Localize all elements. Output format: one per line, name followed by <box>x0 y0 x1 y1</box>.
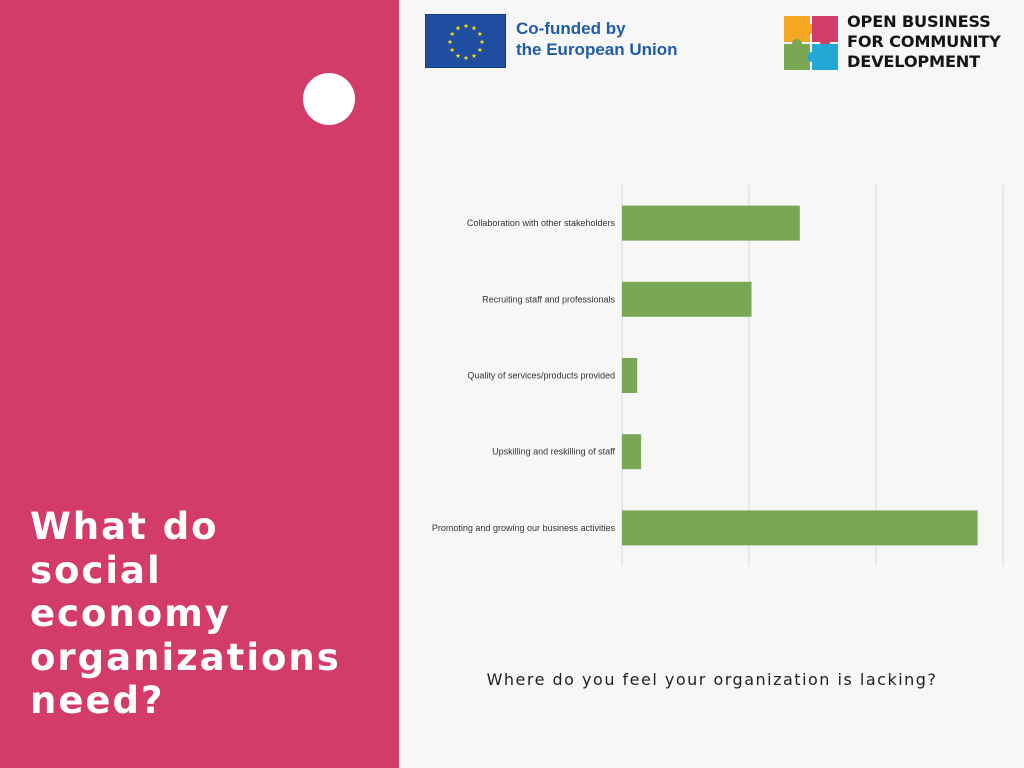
category-label: Promoting and growing our business activ… <box>432 523 616 533</box>
bar <box>622 281 752 317</box>
bar <box>622 510 978 546</box>
eu-star <box>463 55 469 61</box>
eu-star <box>477 31 483 37</box>
slide-heading: What do social economy organizations nee… <box>30 505 341 722</box>
category-label: Upskilling and reskilling of staff <box>492 447 615 457</box>
open-business-logo-text: OPEN BUSINESS FOR COMMUNITY DEVELOPMENT <box>847 12 1001 72</box>
decorative-circle <box>303 73 355 125</box>
eu-star <box>449 31 455 37</box>
puzzle-icon <box>784 16 838 70</box>
open-business-logo: OPEN BUSINESS FOR COMMUNITY DEVELOPMENT <box>784 12 1014 72</box>
ob-logo-line3: DEVELOPMENT <box>847 52 980 71</box>
bar-chart: Collaboration with other stakeholders Rec… <box>432 185 1004 566</box>
eu-star <box>455 25 461 31</box>
ob-logo-line2: FOR COMMUNITY <box>847 32 1001 51</box>
eu-star <box>471 53 477 58</box>
bar <box>622 205 800 241</box>
eu-star <box>477 47 483 53</box>
eu-logo-text: Co-funded by the European Union <box>516 18 678 60</box>
eu-flag-icon <box>425 14 506 68</box>
eu-star <box>479 39 485 45</box>
eu-star <box>455 53 461 58</box>
chart-caption: Where do you feel your organization is l… <box>486 670 938 689</box>
category-label: Recruiting staff and professionals <box>482 294 615 304</box>
category-label: Quality of services/products provided <box>467 371 615 381</box>
eu-star <box>447 39 453 45</box>
eu-star <box>449 47 455 53</box>
category-label: Collaboration with other stakeholders <box>467 218 616 228</box>
bar <box>622 358 638 393</box>
eu-star <box>463 23 469 29</box>
bar <box>622 434 642 470</box>
left-panel: What do social economy organizations nee… <box>0 0 399 768</box>
eu-logo-line1: Co-funded by <box>516 19 626 38</box>
eu-cofunded-logo: Co-funded by the European Union <box>425 14 695 70</box>
eu-star <box>471 25 477 31</box>
eu-logo-line2: the European Union <box>516 40 678 59</box>
ob-logo-line1: OPEN BUSINESS <box>847 12 991 31</box>
